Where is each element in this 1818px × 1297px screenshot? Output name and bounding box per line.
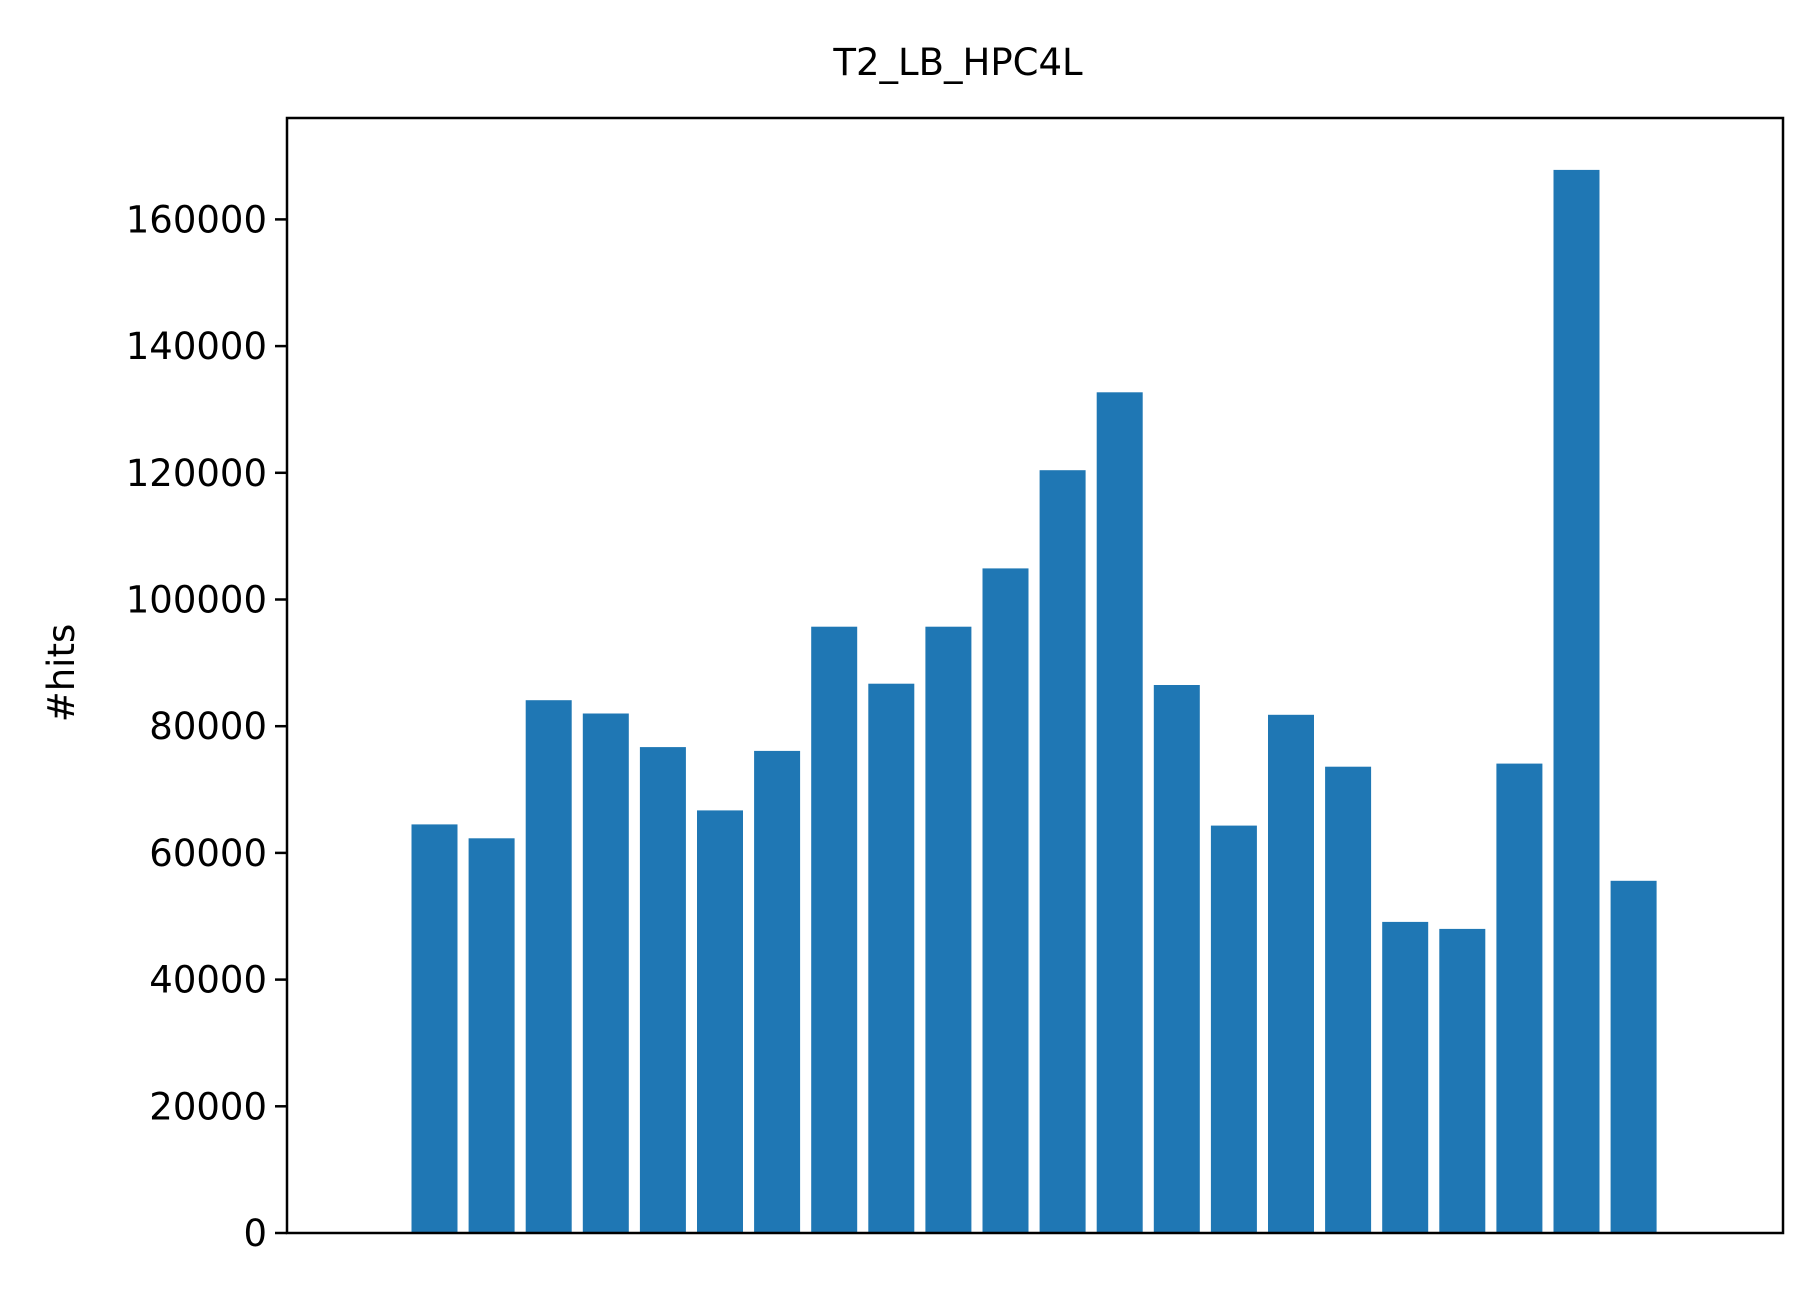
bar-15 <box>1210 825 1257 1233</box>
bar-9 <box>868 683 915 1233</box>
chart-title: T2_LB_HPC4L <box>832 41 1083 84</box>
plot-frame <box>285 116 1785 1235</box>
bar-8 <box>811 626 858 1233</box>
y-tick-label: 0 <box>243 1212 267 1255</box>
bar-21 <box>1553 169 1600 1233</box>
bars-group <box>411 169 1657 1233</box>
bar-5 <box>639 747 686 1233</box>
bar-18 <box>1382 921 1429 1233</box>
y-axis-ticks: 0 20000 40000 60000 80000 100000 120000 140000 1… <box>126 198 287 1255</box>
bar-14 <box>1153 685 1200 1233</box>
bar-6 <box>697 810 743 1233</box>
bar-4 <box>582 713 629 1233</box>
bar-22 <box>1610 880 1657 1233</box>
y-tick-label: 60000 <box>149 832 267 875</box>
y-tick-label: 20000 <box>149 1085 267 1128</box>
y-tick-label: 100000 <box>126 579 267 622</box>
bar-19 <box>1439 928 1486 1233</box>
bar-10 <box>925 626 972 1233</box>
y-tick-label: 40000 <box>149 959 267 1002</box>
y-tick-label: 140000 <box>126 325 267 368</box>
y-axis-label: #hits <box>40 624 83 723</box>
bar-2 <box>468 838 515 1233</box>
y-tick-label: 160000 <box>126 198 267 241</box>
bar-1 <box>411 824 458 1233</box>
bar-12 <box>1039 470 1086 1233</box>
bar-13 <box>1096 392 1143 1233</box>
bar-16 <box>1268 714 1314 1233</box>
bar-7 <box>754 750 801 1233</box>
y-tick-label: 120000 <box>126 452 267 495</box>
bar-17 <box>1325 766 1372 1233</box>
bar-20 <box>1496 763 1543 1233</box>
bar-11 <box>982 568 1029 1233</box>
bar-3 <box>525 700 572 1233</box>
y-tick-label: 80000 <box>149 705 267 748</box>
